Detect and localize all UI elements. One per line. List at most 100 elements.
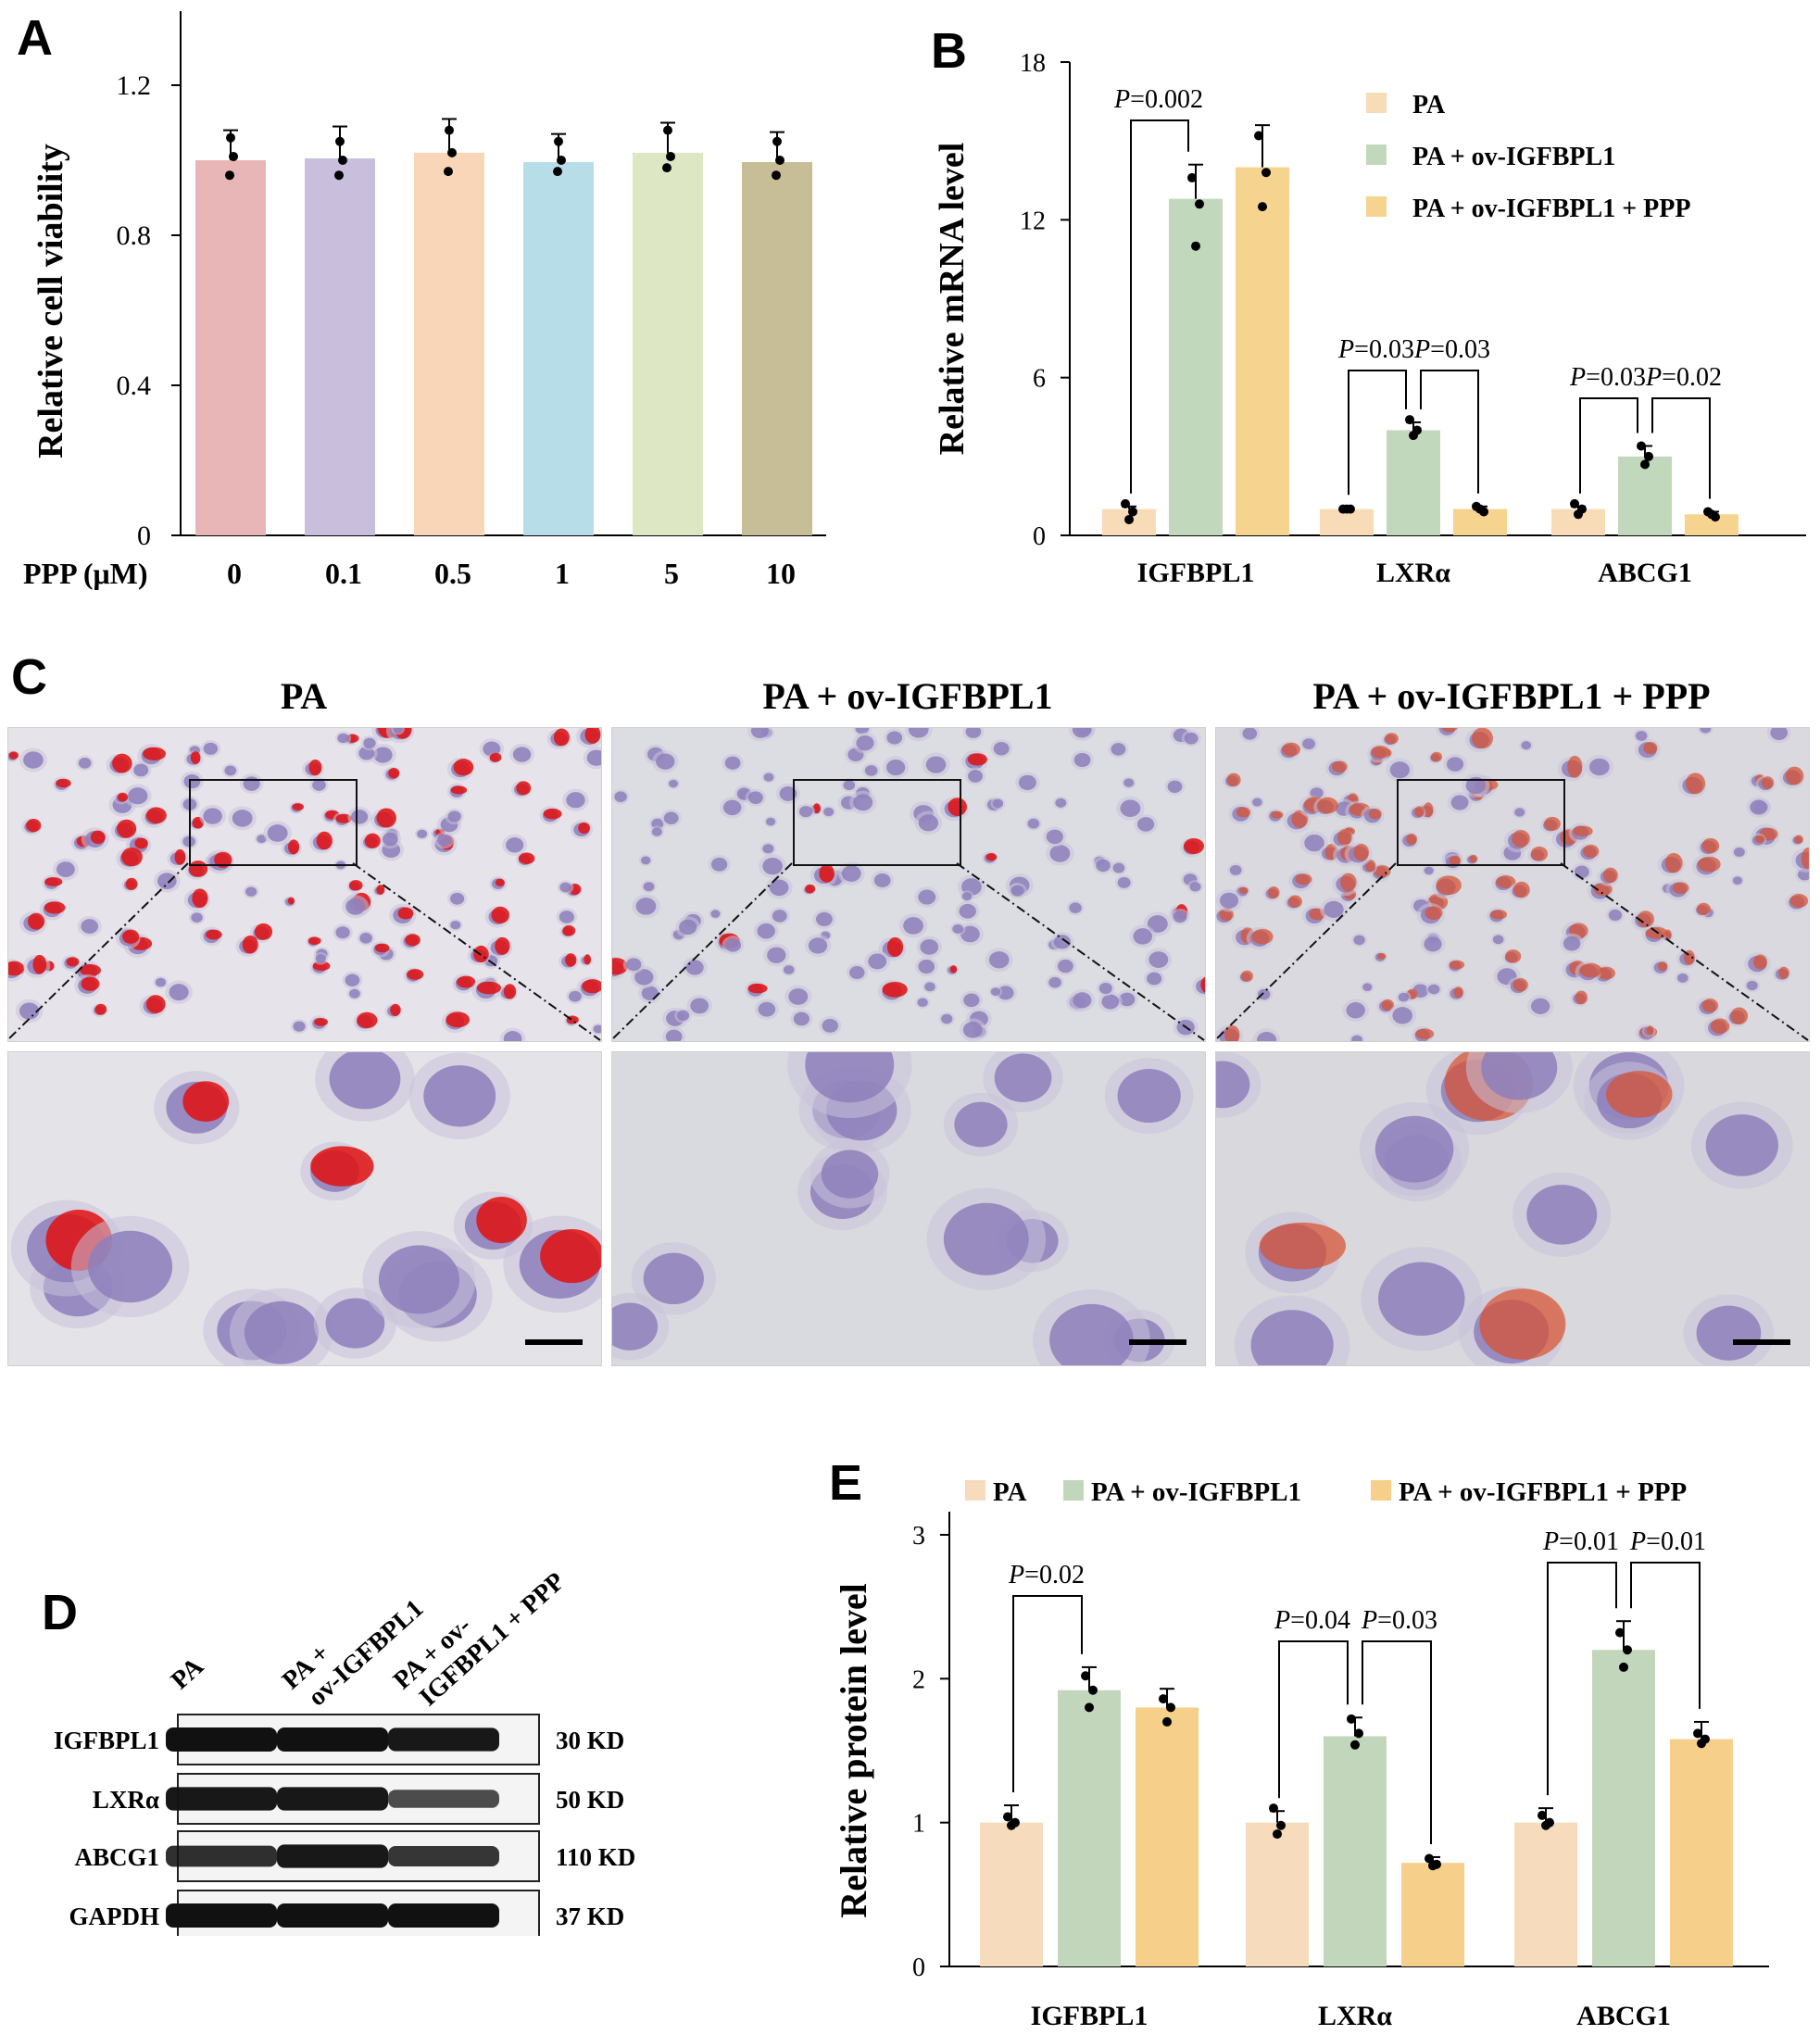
lipid-droplets (1259, 1222, 1347, 1270)
x-tick-label: IGFBPL1 (1137, 558, 1255, 588)
lipid-droplets (543, 808, 562, 820)
lipid-droplets (66, 957, 80, 967)
p-value-label: P=0.01 (1542, 1527, 1619, 1556)
data-point (1538, 1810, 1547, 1820)
lipid-droplets (540, 1229, 601, 1284)
lipid-droplets (495, 878, 505, 886)
cell-nucleus (506, 837, 524, 853)
cell-nucleus (908, 728, 929, 738)
scale-bar (525, 1339, 583, 1345)
cell-nucleus (757, 923, 775, 939)
data-point (1085, 1702, 1094, 1713)
lipid-droplets (1512, 881, 1530, 898)
y-axis-title: Relative protein level (833, 1583, 874, 1917)
lipid-droplets (397, 907, 414, 920)
cell-nucleus (626, 958, 642, 972)
data-point (1187, 172, 1197, 182)
lipid-droplets (450, 785, 468, 795)
lipid-droplets (1183, 838, 1205, 854)
cell-nucleus (81, 919, 99, 935)
cell-nucleus (1057, 959, 1073, 974)
cell-nucleus (447, 810, 461, 823)
cell-nucleus (337, 733, 349, 744)
cell-nucleus (1101, 994, 1120, 1010)
cell-nucleus (959, 903, 976, 919)
significance-bracket (1362, 1640, 1432, 1844)
bar (980, 1822, 1043, 1966)
lipid-droplets (8, 961, 25, 976)
lipid-droplets (1337, 829, 1352, 847)
cell-nucleus (23, 751, 44, 769)
cell-nucleus (1324, 900, 1344, 918)
x-tick-label: 1 (555, 557, 570, 590)
cell-nucleus (1492, 935, 1504, 945)
cell-nucleus (1167, 780, 1183, 793)
legend-label: PA (1412, 91, 1446, 119)
micrograph-overview-ppp (1215, 727, 1810, 1042)
lipid-droplets (287, 897, 295, 905)
y-axis-title: Relative mRNA level (933, 143, 972, 456)
data-point (1693, 1728, 1702, 1739)
y-tick-label: 0.4 (117, 371, 152, 401)
lipid-droplets (882, 981, 908, 998)
cell-nucleus (1705, 1114, 1778, 1176)
x-tick-label: 10 (766, 557, 796, 590)
lipid-droplets (214, 851, 232, 868)
lipid-droplets (1583, 845, 1600, 859)
cell-nucleus (1588, 758, 1610, 776)
cell-nucleus (1378, 1262, 1465, 1336)
lipid-droplets (1754, 835, 1765, 844)
lipid-droplets (81, 976, 100, 991)
lipid-droplets (491, 906, 509, 924)
legend-swatch (965, 1480, 985, 1501)
bar (1169, 198, 1223, 535)
cell-nucleus (325, 1298, 385, 1349)
data-point (1258, 202, 1267, 212)
lipid-droplets (1453, 986, 1463, 999)
cell-nucleus (363, 737, 376, 748)
cell-nucleus (793, 1011, 810, 1026)
cell-nucleus (612, 1302, 659, 1350)
lipid-droplets (553, 728, 570, 747)
cell-nucleus (191, 912, 203, 923)
cell-nucleus (1346, 1002, 1365, 1019)
micrograph-zoom-ov-igfbpl1 (611, 1051, 1206, 1366)
scale-bar (1129, 1339, 1186, 1345)
cell-nucleus (918, 960, 935, 974)
cell-nucleus (1018, 774, 1036, 790)
significance-bracket (1579, 397, 1638, 494)
cell-nucleus (1252, 798, 1262, 807)
cell-nucleus (1111, 743, 1126, 756)
zoom-box (189, 779, 358, 866)
lipid-droplets (1701, 837, 1720, 854)
significance-bracket (1278, 1640, 1349, 1799)
lipid-droplets (1573, 825, 1593, 836)
cell-nucleus (1465, 776, 1487, 795)
lipid-droplets (1785, 766, 1804, 785)
data-point (1697, 1739, 1706, 1749)
cell-nucleus (169, 984, 189, 1001)
lipid-droplets (1664, 852, 1683, 873)
cell-nucleus (1053, 935, 1071, 949)
cell-nucleus (315, 954, 326, 963)
lipid-droplets (1385, 733, 1399, 745)
legend-swatch (1063, 1480, 1084, 1501)
protein-label: LXRα (93, 1786, 159, 1814)
lipid-droplets (292, 803, 305, 810)
blot-band (277, 1727, 388, 1752)
data-point (666, 151, 675, 161)
cell-nucleus (1353, 935, 1365, 946)
cell-nucleus (1392, 1007, 1412, 1024)
lipid-droplets (1698, 856, 1721, 873)
bar (1324, 1736, 1387, 1966)
lipid-droplets (56, 778, 71, 788)
cell-nucleus (873, 873, 891, 887)
cell-nucleus (710, 910, 721, 918)
p-value-label: P=0.03 (1361, 1606, 1437, 1635)
cell-nucleus (1147, 972, 1162, 986)
cell-nucleus (56, 861, 75, 878)
data-point (1088, 1685, 1098, 1695)
lipid-droplets (1686, 773, 1706, 795)
cell-nucleus (1696, 1305, 1762, 1361)
